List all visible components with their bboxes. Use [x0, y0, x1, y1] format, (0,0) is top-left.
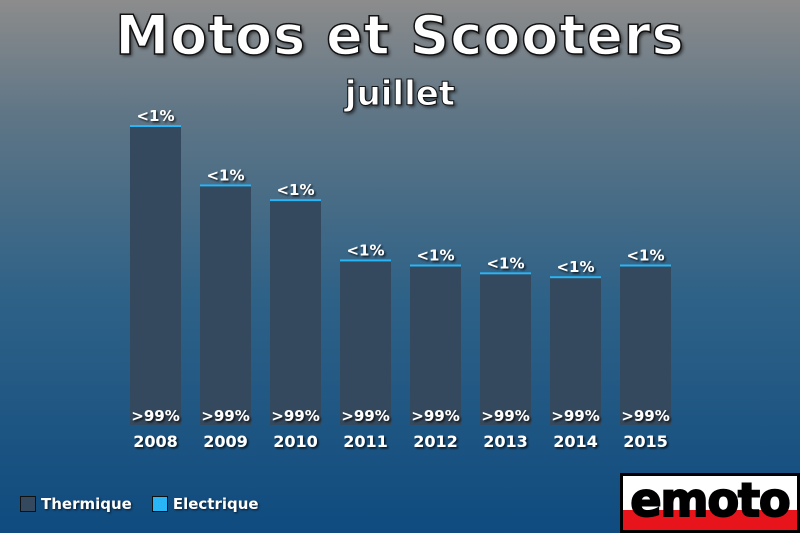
x-tick-2008: 2008 — [133, 432, 178, 451]
legend-label-electrique: Electrique — [172, 495, 259, 513]
x-tick-2010: 2010 — [273, 432, 318, 451]
bar-thermique-2008 — [130, 125, 181, 425]
x-tick-2012: 2012 — [413, 432, 458, 451]
bar-thermique-2012 — [410, 264, 461, 425]
legend-item-electrique: Electrique — [151, 495, 259, 513]
label-thermique-2014: >99% — [551, 407, 599, 425]
label-thermique-2009: >99% — [201, 407, 249, 425]
legend: Thermique Electrique — [20, 495, 279, 513]
bar-electrique-2011 — [340, 259, 391, 262]
legend-item-thermique: Thermique — [20, 495, 132, 513]
bar-thermique-2010 — [270, 199, 321, 425]
bar-electrique-2013 — [480, 272, 531, 275]
logo-text: emoto — [629, 473, 791, 527]
bar-thermique-2009 — [200, 184, 251, 425]
x-tick-2014: 2014 — [553, 432, 598, 451]
bar-thermique-2011 — [340, 259, 391, 425]
chart-subtitle: juillet — [344, 74, 456, 115]
label-electrique-2011: <1% — [346, 241, 384, 259]
bar-electrique-2010 — [270, 199, 321, 202]
legend-swatch-thermique — [20, 496, 36, 512]
label-electrique-2014: <1% — [556, 258, 594, 276]
legend-label-thermique: Thermique — [41, 495, 132, 513]
bar-electrique-2009 — [200, 184, 251, 187]
label-thermique-2010: >99% — [271, 407, 319, 425]
label-electrique-2008: <1% — [136, 107, 174, 125]
label-electrique-2012: <1% — [416, 247, 454, 265]
bar-thermique-2013 — [480, 272, 531, 425]
label-thermique-2015: >99% — [621, 407, 669, 425]
x-tick-2009: 2009 — [203, 432, 248, 451]
label-thermique-2011: >99% — [341, 407, 389, 425]
bar-thermique-2015 — [620, 264, 671, 425]
x-tick-2015: 2015 — [623, 432, 668, 451]
chart-title: Motos et Scooters — [115, 3, 685, 68]
legend-swatch-electrique — [151, 496, 168, 512]
bar-thermique-2014 — [550, 276, 601, 425]
x-tick-2011: 2011 — [343, 432, 388, 451]
label-electrique-2009: <1% — [206, 166, 244, 184]
label-thermique-2008: >99% — [131, 407, 179, 425]
bar-electrique-2008 — [130, 125, 181, 127]
bar-electrique-2012 — [410, 264, 461, 267]
label-electrique-2013: <1% — [486, 254, 524, 272]
label-thermique-2013: >99% — [481, 407, 529, 425]
label-thermique-2012: >99% — [411, 407, 459, 425]
label-electrique-2010: <1% — [276, 181, 314, 199]
x-tick-2013: 2013 — [483, 432, 528, 451]
emoto-logo: emoto — [620, 473, 800, 533]
bar-electrique-2015 — [620, 264, 671, 267]
bar-electrique-2014 — [550, 276, 601, 279]
label-electrique-2015: <1% — [626, 247, 664, 265]
